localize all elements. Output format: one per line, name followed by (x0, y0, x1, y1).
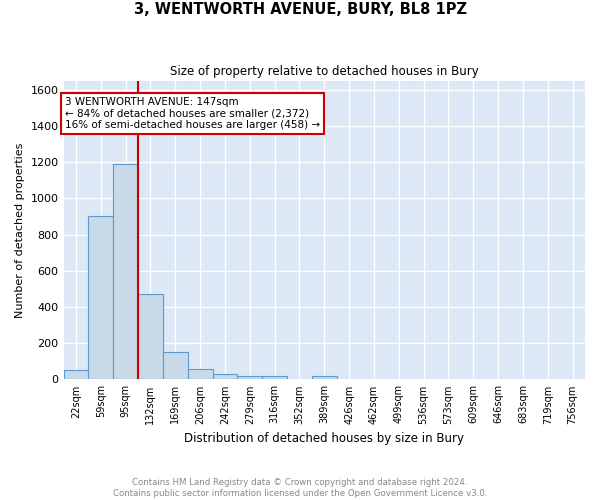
Bar (138, 294, 163, 380)
Y-axis label: Number of detached properties: Number of detached properties (15, 142, 25, 318)
Bar (163, 352, 188, 380)
Text: Contains HM Land Registry data © Crown copyright and database right 2024.
Contai: Contains HM Land Registry data © Crown c… (113, 478, 487, 498)
Bar (64, 370, 88, 380)
Bar (212, 374, 238, 380)
Bar (113, 164, 138, 380)
Bar (238, 376, 262, 380)
Bar (312, 376, 337, 380)
Title: Size of property relative to detached houses in Bury: Size of property relative to detached ho… (170, 65, 479, 78)
Text: 3 WENTWORTH AVENUE: 147sqm
← 84% of detached houses are smaller (2,372)
16% of s: 3 WENTWORTH AVENUE: 147sqm ← 84% of deta… (65, 97, 320, 130)
Text: 3, WENTWORTH AVENUE, BURY, BL8 1PZ: 3, WENTWORTH AVENUE, BURY, BL8 1PZ (133, 2, 467, 18)
Bar (262, 376, 287, 380)
Bar (188, 370, 212, 380)
Bar (88, 216, 113, 380)
X-axis label: Distribution of detached houses by size in Bury: Distribution of detached houses by size … (184, 432, 464, 445)
